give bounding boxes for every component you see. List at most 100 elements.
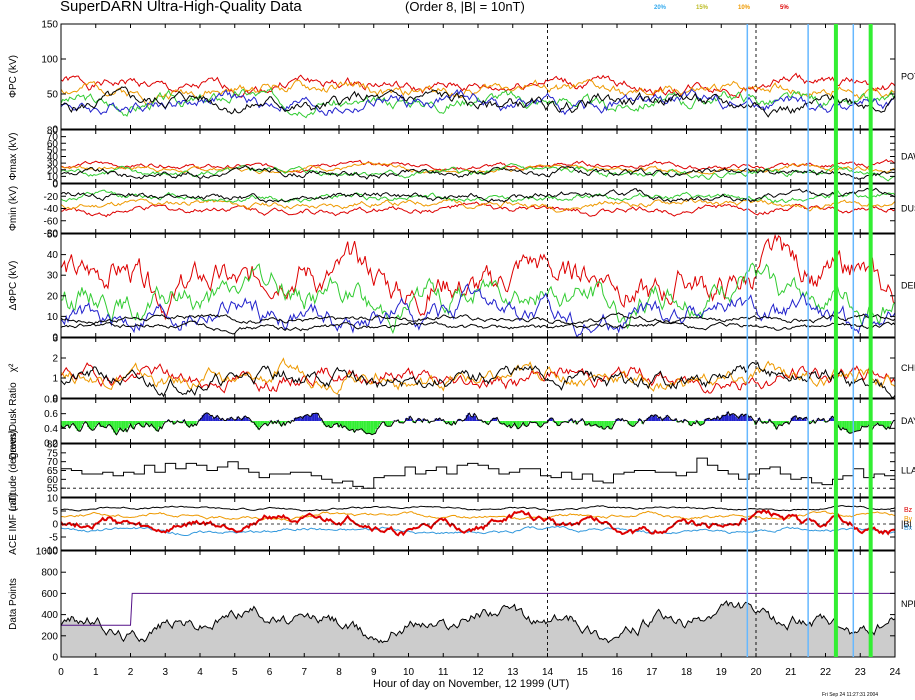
x-axis-label: Hour of day on November, 12 1999 (UT): [373, 678, 570, 690]
panel-phi_max-frame: [60, 129, 896, 184]
panel-phi_min-ytick-label: -80: [44, 229, 59, 240]
panel-ratio-fill-bar: [651, 416, 654, 421]
panel-ratio-fill-bar: [467, 413, 470, 421]
panel-ratio-fill-bar: [860, 421, 862, 427]
panel-ratio-fill-bar: [861, 421, 864, 427]
panel-ratio-ytick-label: 0.6: [44, 409, 58, 420]
panel-ratio-fill-bar: [606, 421, 609, 427]
panel-ratio-fill-bar: [512, 421, 515, 424]
panel-ratio-fill-bar: [479, 420, 482, 421]
panel-ratio-fill-bar: [783, 421, 786, 423]
panel-ratio-fill-bar: [743, 414, 746, 421]
panel-ratio-fill-bar: [517, 421, 520, 428]
panel-ratio-fill-bar: [137, 421, 140, 424]
panel-ratio-fill-bar: [766, 421, 769, 423]
panel-ratio-fill-bar: [210, 415, 213, 421]
panel-ratio-fill-bar: [745, 414, 748, 421]
panel-ratio-fill-bar: [700, 421, 703, 425]
panel-ratio-fill-bar: [212, 418, 214, 421]
panel-ratio-fill-bar: [127, 421, 129, 428]
panel-ratio-fill-bar: [300, 418, 303, 421]
panel-ratio-fill-bar: [88, 421, 91, 429]
panel-ratio-fill-bar: [822, 418, 824, 421]
panel-ratio-fill-bar: [132, 421, 134, 430]
panel-ratio-fill-bar: [264, 421, 267, 424]
panel-ratio-fill-bar: [345, 421, 348, 430]
x-tick-label: 5: [232, 667, 238, 678]
panel-imf-series-2: [61, 525, 895, 536]
panel-phi_min-ytick-label: 0: [52, 180, 58, 191]
panel-phi_min-ylabel: Φmin (kV): [8, 186, 19, 231]
panel-ratio-fill-bar: [689, 421, 692, 426]
panel-ratio-fill-bar: [330, 421, 333, 428]
panel-ratio-fill-bar: [677, 421, 680, 422]
panel-ratio-fill-bar: [841, 421, 843, 428]
panel-phi_max-ytick-label: 40: [47, 152, 59, 163]
panel-ratio-fill-bar: [318, 417, 320, 421]
panel-ratio-fill-bar: [702, 421, 704, 424]
panel-chi2-series-2: [61, 361, 895, 398]
panel-ratio-fill-bar: [540, 421, 543, 426]
panel-ratio-fill-bar: [709, 419, 711, 421]
panel-ratio-fill-bar: [151, 421, 154, 427]
panel-ratio-fill-bar: [335, 421, 338, 424]
panel-latitude-ytick-label: 65: [47, 466, 59, 477]
panel-ratio-fill-bar: [775, 421, 777, 430]
panel-ratio-fill-bar: [130, 421, 133, 428]
panel-ratio-fill-bar: [344, 421, 346, 428]
x-tick-label: 19: [716, 667, 728, 678]
x-tick-label: 1: [93, 667, 99, 678]
panel-delta_phi-series-1: [61, 262, 895, 335]
panel-ratio-fill-bar: [326, 421, 329, 426]
panel-ratio-fill-bar: [349, 421, 352, 430]
panel-phi_max-right-label: DAW: [901, 152, 915, 162]
panel-ratio-fill-bar: [307, 416, 310, 421]
panel-ratio-fill-bar: [839, 421, 842, 430]
panel-ratio-fill-bar: [750, 418, 753, 421]
panel-ratio-fill-bar: [549, 417, 551, 421]
panel-ratio-fill-bar: [797, 417, 800, 421]
panel-chi2-right-label: CHI: [901, 363, 915, 373]
panel-ratio-fill-bar: [389, 421, 392, 427]
panel-ratio-fill-bar: [528, 421, 531, 422]
panel-ratio-fill-bar: [120, 421, 122, 431]
panel-delta_phi-ytick-label: 30: [47, 271, 59, 282]
panel-ratio-fill-bar: [361, 421, 364, 431]
panel-ratio-fill-bar: [509, 421, 512, 428]
panel-imf-legend-2: Bx: [904, 525, 913, 532]
panel-ratio-fill-bar: [206, 413, 209, 421]
panel-phi_max-ytick-label: 10: [47, 172, 59, 183]
panel-chi2-series-1: [61, 357, 895, 395]
panel-ratio-fill-bar: [116, 421, 119, 432]
panel-ratio-fill-bar: [875, 421, 878, 424]
panel-delta_phi-plot: [61, 234, 895, 337]
panel-ratio-fill-bar: [140, 421, 143, 427]
panel-ratio-fill-bar: [67, 421, 70, 428]
panel-ratio-fill-bar: [356, 421, 359, 431]
panel-ratio-fill-bar: [832, 418, 835, 421]
panel-ratio-fill-bar: [267, 421, 270, 424]
panel-ratio-fill-bar: [881, 421, 883, 426]
panel-latitude-ytick-label: 60: [47, 475, 59, 486]
panel-ratio-fill-bar: [889, 421, 892, 425]
panel-ratio-fill-bar: [158, 421, 161, 427]
panel-ratio-fill-bar: [191, 421, 194, 427]
panel-ratio-fill-bar: [863, 421, 866, 427]
panel-phi_pc-series-0: [61, 72, 895, 99]
panel-imf-series-0: [61, 505, 895, 512]
x-tick-label: 2: [128, 667, 134, 678]
panel-ratio-fill-bar: [613, 421, 616, 423]
panel-ratio-fill-bar: [359, 421, 362, 429]
panel-ratio-fill-bar: [81, 421, 84, 425]
panel-ratio-fill-bar: [648, 416, 651, 421]
panel-phi_min-series-3: [61, 187, 895, 204]
panel-ratio-fill-bar: [411, 421, 414, 423]
panel-delta_phi-series-4: [61, 320, 895, 335]
panel-ratio-fill-bar: [245, 417, 247, 421]
panel-phi_pc-ylabel: ΦPC (kV): [8, 55, 19, 98]
panel-ratio-fill-bar: [550, 418, 553, 421]
panel-phi_max-ylabel: Φmax (kV): [8, 133, 19, 181]
panel-ratio-fill-bar: [189, 421, 192, 425]
panel-ratio-fill-bar: [146, 421, 148, 425]
panel-ratio-fill-bar: [246, 417, 249, 421]
